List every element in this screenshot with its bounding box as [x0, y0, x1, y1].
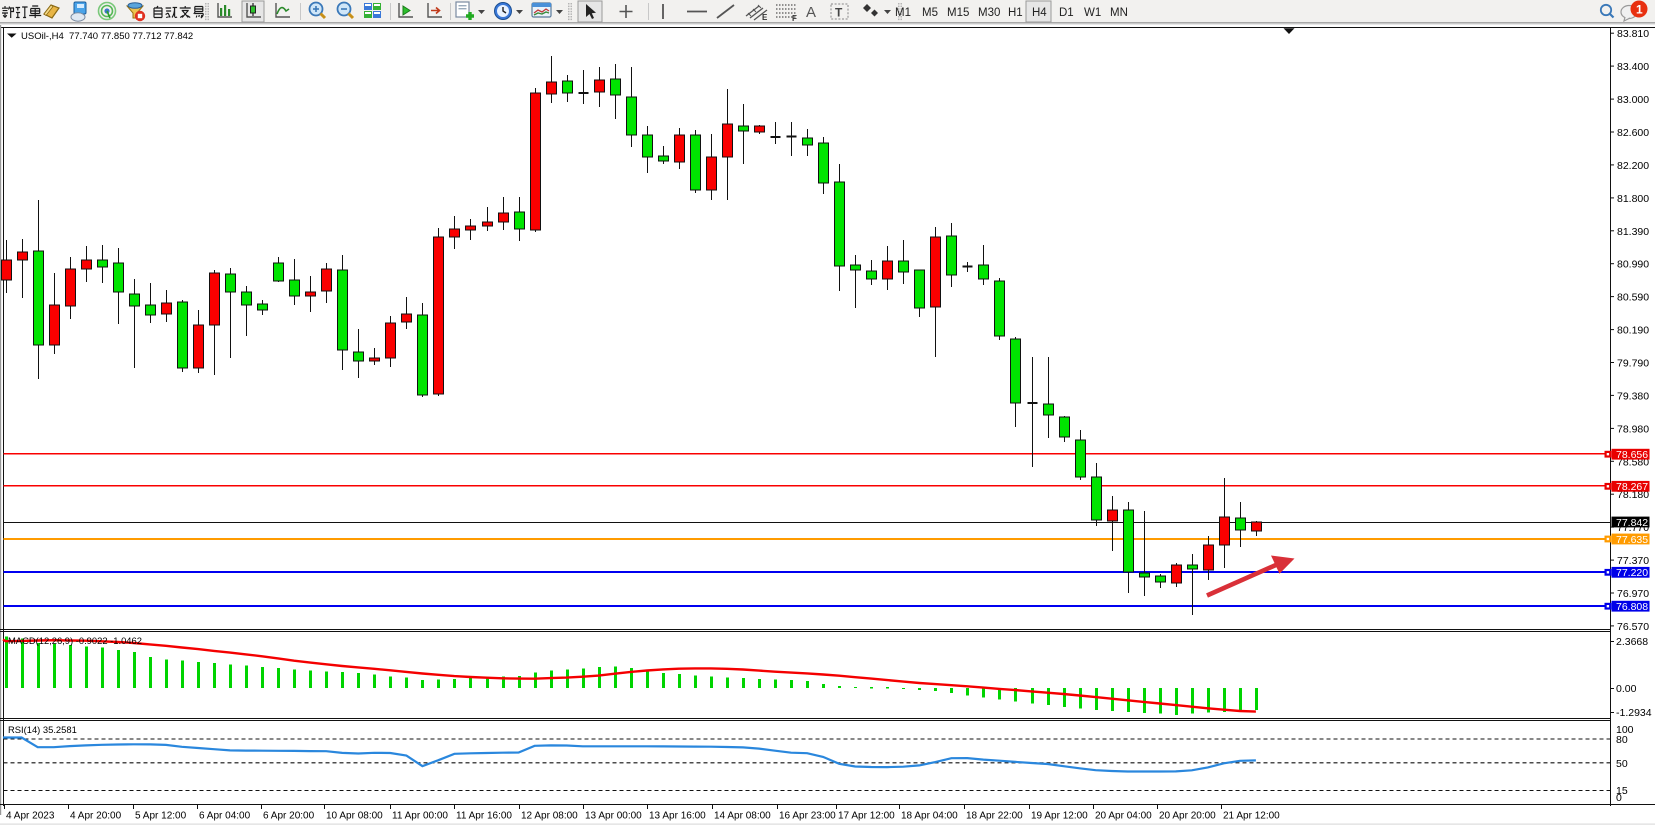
- svg-text:W1: W1: [1084, 7, 1101, 19]
- svg-text:19 Apr 12:00: 19 Apr 12:00: [1031, 811, 1088, 822]
- svg-text:MACD(12,26,9) -0.9022 -1.0462: MACD(12,26,9) -0.9022 -1.0462: [8, 635, 142, 646]
- svg-text:MN: MN: [1110, 7, 1128, 19]
- svg-text:4 Apr 2023: 4 Apr 2023: [6, 811, 55, 822]
- svg-text:D1: D1: [1059, 7, 1074, 19]
- svg-text:81.390: 81.390: [1617, 226, 1649, 238]
- svg-text:76.808: 76.808: [1616, 601, 1648, 613]
- svg-text:78.656: 78.656: [1616, 449, 1648, 461]
- svg-text:50: 50: [1616, 758, 1628, 770]
- svg-text:12 Apr 08:00: 12 Apr 08:00: [521, 811, 578, 822]
- svg-text:16 Apr 23:00: 16 Apr 23:00: [779, 811, 836, 822]
- svg-text:18 Apr 04:00: 18 Apr 04:00: [901, 811, 958, 822]
- svg-text:77.370: 77.370: [1617, 555, 1649, 567]
- svg-text:USOil-,H4 77.740 77.850 77.71: USOil-,H4 77.740 77.850 77.712 77.842: [21, 31, 193, 42]
- svg-text:80: 80: [1616, 734, 1628, 746]
- svg-text:H4: H4: [1032, 7, 1047, 19]
- svg-text:13 Apr 16:00: 13 Apr 16:00: [649, 811, 706, 822]
- svg-text:80.590: 80.590: [1617, 292, 1649, 304]
- svg-text:79.790: 79.790: [1617, 358, 1649, 370]
- svg-text:H1: H1: [1008, 7, 1023, 19]
- svg-text:80.990: 80.990: [1617, 259, 1649, 271]
- svg-text:82.200: 82.200: [1617, 160, 1649, 172]
- svg-text:81.800: 81.800: [1617, 193, 1649, 205]
- svg-text:80.190: 80.190: [1617, 325, 1649, 337]
- svg-text:5 Apr 12:00: 5 Apr 12:00: [135, 811, 187, 822]
- svg-text:77.842: 77.842: [1616, 517, 1648, 529]
- svg-text:T: T: [835, 6, 843, 20]
- svg-text:83.810: 83.810: [1617, 28, 1649, 40]
- svg-text:14 Apr 08:00: 14 Apr 08:00: [714, 811, 771, 822]
- svg-text:78.180: 78.180: [1617, 489, 1649, 501]
- svg-text:M30: M30: [978, 7, 1000, 19]
- svg-text:F: F: [792, 14, 797, 23]
- svg-text:18 Apr 22:00: 18 Apr 22:00: [966, 811, 1023, 822]
- svg-text:83.400: 83.400: [1617, 61, 1649, 73]
- svg-text:11 Apr 16:00: 11 Apr 16:00: [456, 811, 512, 822]
- svg-text:6 Apr 04:00: 6 Apr 04:00: [199, 811, 251, 822]
- svg-text:10 Apr 08:00: 10 Apr 08:00: [326, 811, 383, 822]
- svg-text:78.980: 78.980: [1617, 423, 1649, 435]
- svg-text:M15: M15: [947, 7, 969, 19]
- svg-text:20 Apr 20:00: 20 Apr 20:00: [1159, 811, 1216, 822]
- svg-text:21 Apr 12:00: 21 Apr 12:00: [1223, 811, 1280, 822]
- svg-text:E: E: [762, 13, 768, 22]
- svg-text:4 Apr 20:00: 4 Apr 20:00: [70, 811, 122, 822]
- svg-text:79.380: 79.380: [1617, 390, 1649, 402]
- svg-text:M5: M5: [922, 7, 938, 19]
- svg-text:76.570: 76.570: [1617, 621, 1649, 633]
- svg-text:RSI(14) 35.2581: RSI(14) 35.2581: [8, 724, 77, 735]
- svg-text:20 Apr 04:00: 20 Apr 04:00: [1095, 811, 1152, 822]
- svg-text:83.000: 83.000: [1617, 94, 1649, 106]
- svg-text:17 Apr 12:00: 17 Apr 12:00: [838, 811, 895, 822]
- svg-text:0.00: 0.00: [1616, 683, 1637, 695]
- svg-text:M1: M1: [895, 7, 911, 19]
- svg-text:A: A: [806, 4, 816, 21]
- svg-text:76.970: 76.970: [1617, 588, 1649, 600]
- svg-text:2.3668: 2.3668: [1616, 636, 1648, 648]
- svg-text:15: 15: [1616, 785, 1628, 797]
- svg-text:78.267: 78.267: [1616, 481, 1648, 493]
- svg-text:11 Apr 00:00: 11 Apr 00:00: [392, 811, 448, 822]
- svg-text:77.220: 77.220: [1616, 567, 1648, 579]
- svg-text:-1.2934: -1.2934: [1616, 707, 1652, 719]
- svg-text:1: 1: [1636, 3, 1643, 17]
- svg-text:6 Apr 20:00: 6 Apr 20:00: [263, 811, 315, 822]
- svg-text:0: 0: [1616, 792, 1622, 804]
- svg-text:13 Apr 00:00: 13 Apr 00:00: [585, 811, 642, 822]
- svg-text:82.600: 82.600: [1617, 127, 1649, 139]
- svg-text:100: 100: [1616, 724, 1634, 736]
- svg-text:77.635: 77.635: [1616, 534, 1648, 546]
